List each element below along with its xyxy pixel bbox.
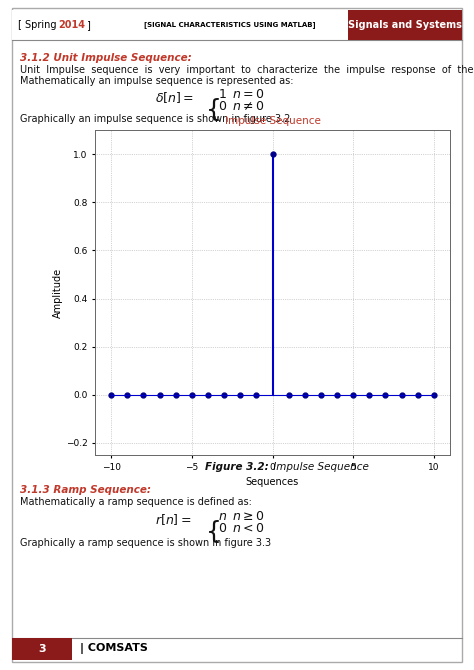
Text: $n=0$: $n=0$ (232, 88, 264, 101)
Text: 2014: 2014 (58, 20, 85, 30)
Text: Graphically a ramp sequence is shown in figure 3.3: Graphically a ramp sequence is shown in … (20, 538, 271, 548)
Text: Impulse Sequence: Impulse Sequence (270, 462, 369, 472)
Text: | COMSATS: | COMSATS (80, 643, 148, 655)
Bar (12, 638, 72, 660)
Text: $n<0$: $n<0$ (232, 522, 264, 535)
Bar (348, 10, 462, 40)
Text: $n\neq 0$: $n\neq 0$ (232, 100, 264, 113)
Text: $r[n]=$: $r[n]=$ (155, 512, 191, 527)
Text: $n\geq 0$: $n\geq 0$ (232, 510, 264, 523)
Text: $0$: $0$ (218, 100, 227, 113)
Text: Graphically an impulse sequence is shown in figure 3.2: Graphically an impulse sequence is shown… (20, 114, 291, 124)
Text: ]: ] (86, 20, 90, 30)
Text: $\{$: $\{$ (205, 96, 220, 123)
Text: Unit  Impulse  sequence  is  very  important  to  characterize  the  impulse  re: Unit Impulse sequence is very important … (20, 65, 474, 75)
Text: Signals and Systems: Signals and Systems (348, 20, 462, 30)
Text: $0$: $0$ (218, 522, 227, 535)
Text: $n$: $n$ (218, 510, 227, 523)
Title: Impulse Sequence: Impulse Sequence (225, 117, 320, 127)
Text: $\delta[n]=$: $\delta[n]=$ (155, 90, 194, 105)
Text: [ Spring: [ Spring (18, 20, 60, 30)
Text: $1$: $1$ (218, 88, 227, 101)
Y-axis label: Amplitude: Amplitude (53, 267, 63, 318)
Bar (12, 10, 462, 40)
Text: 3: 3 (38, 644, 46, 654)
Text: [SIGNAL CHARACTERISTICS USING MATLAB]: [SIGNAL CHARACTERISTICS USING MATLAB] (144, 21, 316, 28)
Text: Mathematically an impulse sequence is represented as:: Mathematically an impulse sequence is re… (20, 76, 293, 86)
Text: $\{$: $\{$ (205, 518, 220, 545)
Text: Figure 3.2:: Figure 3.2: (205, 462, 269, 472)
Text: 3.1.2 Unit Impulse Sequence:: 3.1.2 Unit Impulse Sequence: (20, 53, 192, 63)
X-axis label: Sequences: Sequences (246, 477, 299, 487)
Text: 3.1.3 Ramp Sequence:: 3.1.3 Ramp Sequence: (20, 485, 151, 495)
Text: Mathematically a ramp sequence is defined as:: Mathematically a ramp sequence is define… (20, 497, 252, 507)
